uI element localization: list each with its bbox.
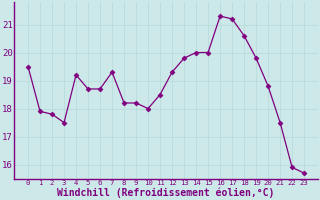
X-axis label: Windchill (Refroidissement éolien,°C): Windchill (Refroidissement éolien,°C) xyxy=(57,187,275,198)
